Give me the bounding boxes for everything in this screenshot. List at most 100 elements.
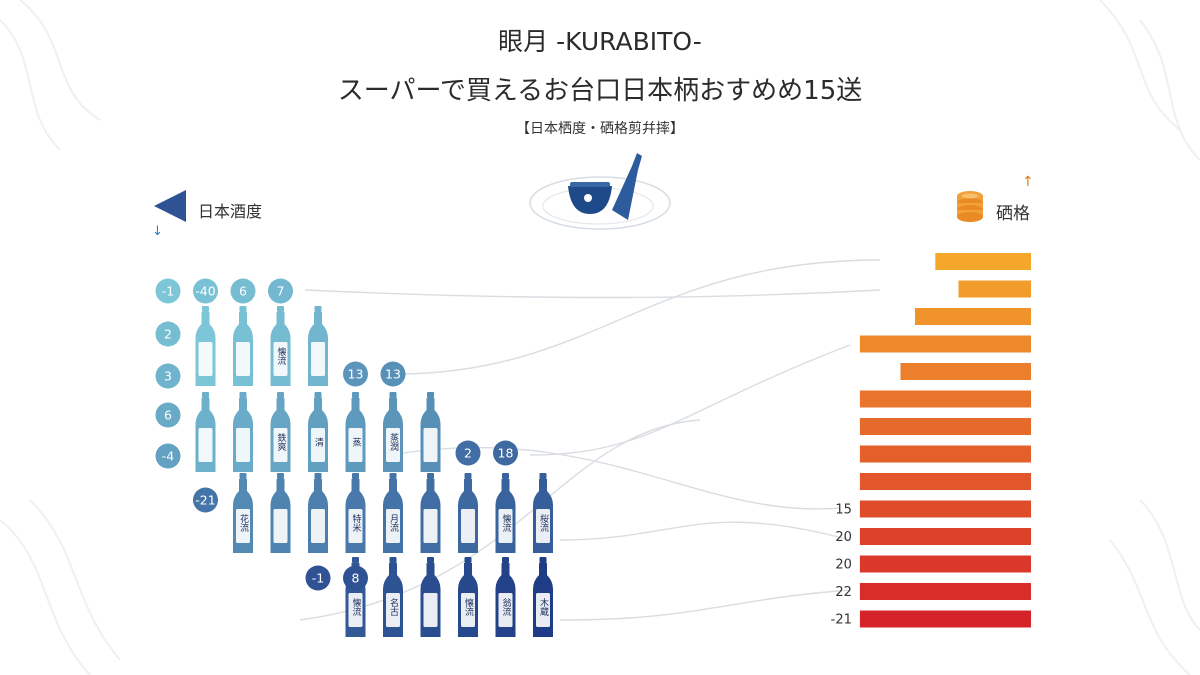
bottle-label: 木蔵 [538,597,549,617]
down-arrow-icon: ↓ [152,224,163,238]
value-badge: 13 [343,361,368,387]
bottle: 懐流 [495,473,516,553]
badge-text: 6 [164,408,172,423]
bottle-label: 懐流 [501,513,512,533]
value-badge: 13 [380,361,406,387]
bottle: 特米 [345,473,366,553]
bottle-label: 月流 [388,514,399,533]
bottle [458,473,478,553]
connector-line [559,521,851,541]
bottle [270,473,291,553]
bottle: 木蔵 [533,557,553,637]
value-badge: 6 [230,278,256,304]
badge-text: -1 [162,284,174,299]
bottle-label: 鉄爽 [276,432,287,452]
value-badge: -21 [193,487,218,513]
price-bar [859,473,1031,490]
left-legend: ↓ 日本酒度 [150,188,290,238]
value-badge: 2 [455,440,481,466]
bottle [233,306,253,386]
bottle-label: 特米 [351,513,362,533]
value-badge: 2 [155,321,181,347]
value-badge: 8 [343,565,368,591]
price-bar [859,335,1031,353]
bar-value-label: 20 [835,530,852,545]
badge-text: 13 [385,367,401,382]
bar-value-label: -21 [831,613,852,628]
badge-text: 2 [464,446,472,461]
connector-line [404,259,881,375]
left-legend-label: 日本酒度 [198,202,263,221]
bottle: 蒸潤 [383,392,403,472]
price-bar [859,500,1031,518]
badge-text: -40 [195,284,215,299]
up-arrow-icon: ↑ [1022,174,1034,190]
value-badge: 7 [268,278,293,304]
bar-value-label: 20 [835,558,852,573]
bottle [308,306,328,386]
badge-text: -4 [162,449,175,464]
bottle-label: 翁流 [501,597,512,617]
value-badge: -4 [155,443,181,469]
price-bar [859,418,1031,435]
price-bar [859,583,1031,600]
bottle [420,392,441,472]
bottle-label: 名古 [388,597,399,617]
bottle-label: 蒸 [351,436,362,447]
bottle-label: 桜流 [538,513,549,533]
sake-cup-icon [529,153,671,230]
coin-stack-icon [957,191,983,222]
badge-text: 8 [352,571,360,586]
bottle-label: 懐流 [276,346,287,366]
bottle: 名古 [383,557,403,637]
connector-line [559,589,851,621]
price-bar [859,555,1031,573]
badge-text: 13 [348,367,364,382]
value-badge: -1 [305,565,331,591]
bottle: 蒸 [345,392,366,472]
value-badge: 18 [493,440,518,466]
badge-text: 7 [277,284,285,299]
bottle: 懐流 [458,557,478,637]
price-bar [859,528,1031,545]
right-legend-label: 硒格 [996,204,1030,224]
bottle [420,557,441,637]
badge-text: 3 [164,369,172,384]
price-bar [935,253,1031,270]
bottle-label: 清 [313,436,324,447]
right-legend: ↑ 硒格 [950,172,1060,232]
bottle: 月流 [383,473,403,553]
value-badge: 6 [155,402,181,428]
bottle: 清 [308,392,328,472]
bottle-label: 懐流 [351,597,362,617]
bottle [233,392,253,472]
price-bar [859,445,1031,463]
bottle: 桜流 [533,473,553,553]
bottle-label: 花流 [238,513,249,533]
price-bar [859,390,1031,408]
bottle-label: 懐流 [463,597,474,617]
bottle: 懐流 [270,306,291,386]
value-badge: 3 [155,363,181,389]
bottle-label: 蒸潤 [388,432,399,451]
subtitle: 【日本栖度・硒格剪幷摔】 [516,121,684,137]
badge-text: 2 [164,327,172,342]
badge-text: -21 [195,493,215,508]
price-bar [915,308,1031,325]
value-badge: -1 [155,278,181,304]
price-bar [900,363,1031,380]
bottle [420,473,441,553]
connector-line [529,344,851,456]
connector-line [304,289,881,299]
bar-value-label: 15 [835,503,852,518]
badge-text: 6 [239,284,247,299]
connector-line [299,419,701,621]
bottle: 翁流 [495,557,516,637]
value-badge: -40 [193,278,218,304]
triangle-pointer-icon: ↓ [152,190,186,238]
bottle [195,392,216,472]
bar-value-label: 22 [835,585,852,600]
price-bar [859,610,1031,628]
